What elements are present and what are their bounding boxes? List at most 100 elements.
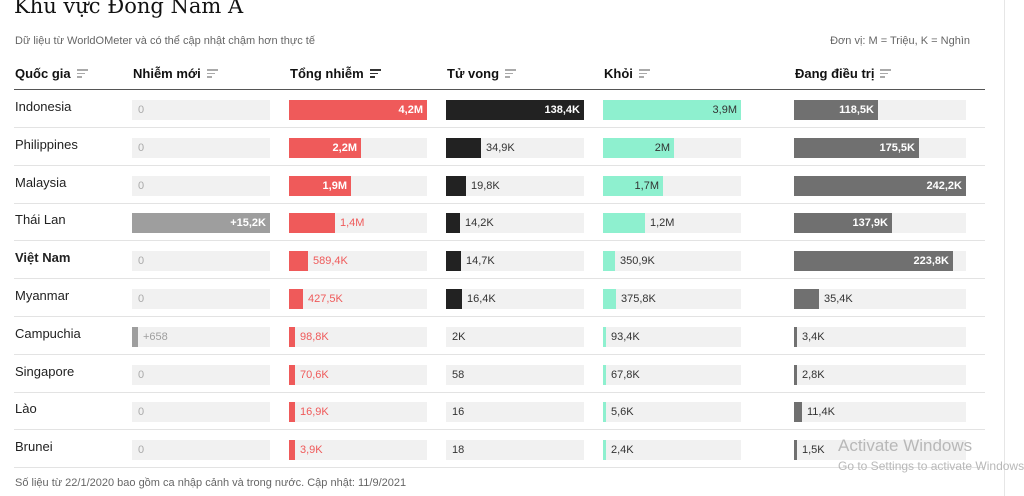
cell-new: 0 <box>132 402 270 422</box>
value-deaths: 16 <box>452 406 465 418</box>
cell-total: 16,9K <box>289 402 427 422</box>
cell-new: 0 <box>132 176 270 196</box>
cell-deaths: 2K <box>446 327 584 347</box>
value-new: 0 <box>138 180 145 192</box>
column-header-label: Khỏi <box>604 66 633 81</box>
bar-total <box>289 402 295 422</box>
sort-icon <box>505 69 517 78</box>
cell-new: 0 <box>132 251 270 271</box>
cell-active: 11,4K <box>794 402 966 422</box>
value-active: 1,5K <box>802 444 825 456</box>
bar-deaths <box>446 100 584 120</box>
bar-recovered <box>603 327 606 347</box>
cell-recovered: 5,6K <box>603 402 741 422</box>
bar-total <box>289 251 308 271</box>
value-recovered: 375,8K <box>621 293 656 305</box>
country-name: Brunei <box>15 439 53 454</box>
column-header-country[interactable]: Quốc gia <box>15 66 88 81</box>
bar-new <box>132 213 270 233</box>
value-active: 2,8K <box>802 369 825 381</box>
bar-recovered <box>603 402 606 422</box>
cell-deaths: 18 <box>446 440 584 460</box>
cell-total: 427,5K <box>289 289 427 309</box>
value-new: 0 <box>138 444 145 456</box>
bar-total <box>289 213 335 233</box>
cell-total: 3,9K <box>289 440 427 460</box>
bar-deaths <box>446 176 466 196</box>
cell-recovered: 67,8K <box>603 365 741 385</box>
table-row[interactable]: Thái Lan +15,2K 1,4M 14,2K 1,2M 137,9K <box>14 203 985 241</box>
column-header-active[interactable]: Đang điều trị <box>795 66 892 81</box>
cell-new: +658 <box>132 327 270 347</box>
value-total: 1,4M <box>340 217 365 229</box>
value-recovered: 2M <box>654 142 670 154</box>
value-new: +658 <box>143 331 168 343</box>
footer-note: Số liệu từ 22/1/2020 bao gồm ca nhập cản… <box>15 477 407 489</box>
bar-recovered <box>603 251 615 271</box>
table-row[interactable]: Campuchia +658 98,8K 2K 93,4K 3,4K <box>14 317 985 355</box>
bar-active <box>794 365 797 385</box>
value-active: 35,4K <box>824 293 853 305</box>
cell-active: 137,9K <box>794 213 966 233</box>
bar-total <box>289 176 351 196</box>
column-header-new[interactable]: Nhiễm mới <box>133 66 218 81</box>
bar-active <box>794 251 953 271</box>
bar-deaths <box>446 213 460 233</box>
table-row[interactable]: Lào 0 16,9K 16 5,6K 11,4K <box>14 392 985 430</box>
table-row[interactable]: Brunei 0 3,9K 18 2,4K 1,5K <box>14 430 985 468</box>
cell-total: 98,8K <box>289 327 427 347</box>
table-row[interactable]: Việt Nam 0 589,4K 14,7K 350,9K 223,8K <box>14 241 985 279</box>
cell-recovered: 3,9M <box>603 100 741 120</box>
cell-active: 2,8K <box>794 365 966 385</box>
table-row[interactable]: Singapore 0 70,6K 58 67,8K 2,8K <box>14 355 985 393</box>
value-deaths: 16,4K <box>467 293 496 305</box>
value-deaths: 2K <box>452 331 466 343</box>
cell-recovered: 1,7M <box>603 176 741 196</box>
cell-deaths: 16 <box>446 402 584 422</box>
column-header-label: Tổng nhiễm <box>290 66 364 81</box>
cell-total: 1,9M <box>289 176 427 196</box>
value-active: 11,4K <box>807 406 835 418</box>
column-header-deaths[interactable]: Tử vong <box>447 66 517 81</box>
value-total: 3,9K <box>300 444 323 456</box>
cell-active: 35,4K <box>794 289 966 309</box>
bar-total <box>289 440 295 460</box>
cell-recovered: 2M <box>603 138 741 158</box>
cell-deaths: 14,2K <box>446 213 584 233</box>
header-divider <box>14 89 985 90</box>
value-active: 223,8K <box>913 255 949 267</box>
page-title: Khu vực Đông Nam Á <box>14 0 244 18</box>
column-header-recovered[interactable]: Khỏi <box>604 66 650 81</box>
bar-active <box>794 440 797 460</box>
bar-active <box>794 176 966 196</box>
bar-active <box>794 100 878 120</box>
cell-recovered: 2,4K <box>603 440 741 460</box>
bar-new <box>132 327 138 347</box>
cell-total: 2,2M <box>289 138 427 158</box>
bar-recovered <box>603 289 616 309</box>
cell-active: 3,4K <box>794 327 966 347</box>
bar-deaths <box>446 138 481 158</box>
value-active: 242,2K <box>926 180 962 192</box>
activate-windows-watermark: Activate Windows <box>838 436 973 455</box>
cell-active: 1,5K <box>794 440 966 460</box>
value-total: 2,2M <box>332 142 357 154</box>
table-row[interactable]: Myanmar 0 427,5K 16,4K 375,8K 35,4K <box>14 279 985 317</box>
bar-recovered <box>603 213 645 233</box>
table-row[interactable]: Indonesia 0 4,2M 138,4K 3,9M 118,5K <box>14 90 985 128</box>
value-active: 118,5K <box>839 104 874 116</box>
table-row[interactable]: Malaysia 0 1,9M 19,8K 1,7M 242,2K <box>14 166 985 204</box>
value-new: 0 <box>138 142 145 154</box>
cell-new: 0 <box>132 138 270 158</box>
cell-total: 4,2M <box>289 100 427 120</box>
column-header-total[interactable]: Tổng nhiễm <box>290 66 381 81</box>
value-recovered: 93,4K <box>611 331 640 343</box>
cell-new: 0 <box>132 100 270 120</box>
unit-note: Đơn vị: M = Triệu, K = Nghìn <box>830 35 970 47</box>
value-deaths: 14,2K <box>465 217 494 229</box>
table-row[interactable]: Philippines 0 2,2M 34,9K 2M 175,5K <box>14 128 985 166</box>
cell-active: 223,8K <box>794 251 966 271</box>
column-header-label: Nhiễm mới <box>133 66 201 81</box>
bar-total <box>289 289 303 309</box>
bar-active <box>794 138 919 158</box>
